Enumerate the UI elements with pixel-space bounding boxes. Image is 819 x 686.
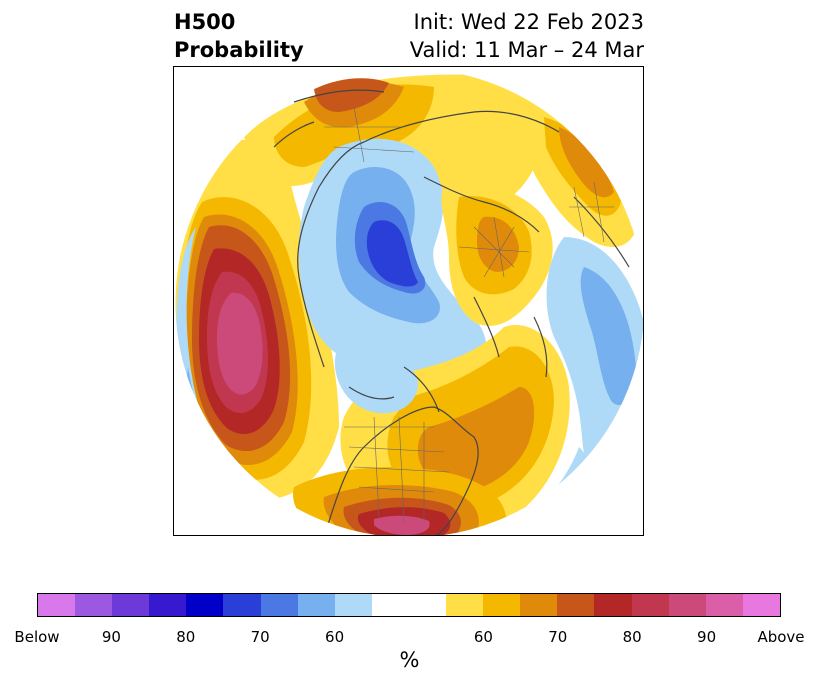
colorbar-tick-label: Above [757,628,805,646]
probability-map [173,66,644,536]
colorbar-swatch [631,594,669,616]
pacific-ridge [175,139,339,500]
colorbar-tick-label: 70 [250,628,270,646]
colorbar-swatch [186,594,224,616]
title-product: Probability [174,38,304,62]
colorbar-tick-label: 60 [473,628,493,646]
coastlines [273,89,630,535]
map-svg [174,67,643,535]
init-date: Init: Wed 22 Feb 2023 [413,10,644,34]
colorbar-swatch [446,594,484,616]
southeast-us-ridge [293,467,507,535]
title-right: Init: Wed 22 Feb 2023 Valid: 11 Mar – 24… [410,8,644,64]
colorbar-swatch [408,594,447,616]
colorbar-swatch [668,594,706,616]
colorbar-swatch [334,594,372,616]
colorbar-tick-label: 60 [325,628,345,646]
colorbar-swatch [742,594,780,616]
colorbar-swatch [112,594,150,616]
colorbar-tick-label: 90 [697,628,717,646]
colorbar-tick-label: 80 [176,628,196,646]
colorbar-swatch [483,594,521,616]
colorbar-tick-label: 90 [101,628,121,646]
colorbar-tick-label: 80 [622,628,642,646]
globe-edge [174,67,643,535]
colorbar-tick-label: Below [14,628,60,646]
colorbar-swatch [594,594,632,616]
colorbar-swatch [520,594,558,616]
colorbar-swatch [75,594,113,616]
colorbar-swatch [223,594,261,616]
colorbar-swatch [371,594,409,616]
political-borders [324,106,614,523]
arctic-trough [298,138,487,380]
colorbar-unit: % [399,648,420,672]
colorbar [37,593,781,617]
title-left: H500 Probability [174,8,304,64]
colorbar-swatch [297,594,335,616]
colorbar-tick-label: 70 [548,628,568,646]
colorbar-swatch [260,594,298,616]
colorbar-swatch [149,594,187,616]
colorbar-swatch [38,594,76,616]
colorbar-swatch [557,594,595,616]
probability-field [175,68,643,535]
canada-trough [334,345,418,414]
valid-range: Valid: 11 Mar – 24 Mar [409,38,644,62]
asia-ridge [441,183,553,326]
title-variable: H500 [174,10,236,34]
colorbar-swatch [705,594,743,616]
